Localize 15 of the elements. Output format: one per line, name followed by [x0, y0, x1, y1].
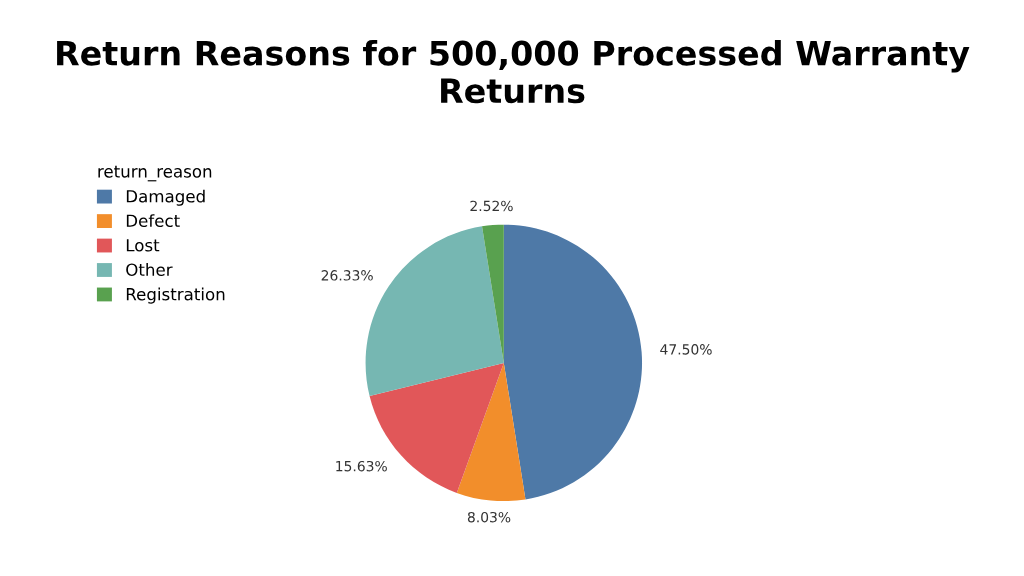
data-label: 26.33% — [321, 270, 373, 281]
data-label: 8.03% — [467, 511, 511, 523]
data-label: 47.50% — [660, 344, 712, 355]
pie-slice — [503, 224, 643, 500]
data-label: 15.63% — [336, 460, 387, 472]
legend-label: Registration — [126, 287, 225, 304]
legend-label: Defect — [126, 214, 180, 228]
legend-label: Other — [126, 263, 173, 276]
data-label: 2.52% — [470, 200, 513, 212]
legend-label: Lost — [126, 239, 160, 252]
pie-slice — [482, 224, 504, 363]
pie-slice — [456, 362, 526, 502]
legend-label: Damaged — [126, 189, 205, 206]
chart-title: Return Reasons for 500,000 Processed Warranty Returns — [57, 39, 970, 104]
legend-title: return_reason — [98, 165, 212, 182]
